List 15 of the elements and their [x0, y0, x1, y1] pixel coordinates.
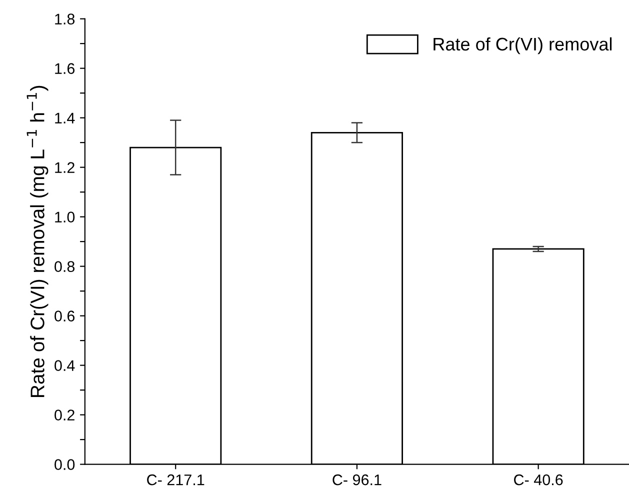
y-tick-label: 0.8	[54, 261, 75, 272]
y-tick-label: 1.4	[55, 112, 75, 124]
x-tick-label: C- 217.1	[147, 474, 204, 486]
y-tick-label: 1.2	[55, 162, 74, 173]
y-tick-label: 0.2	[54, 410, 74, 420]
y-tick-label: 0.4	[54, 360, 75, 371]
x-tick-label: C- 96.1	[332, 474, 382, 486]
y-tick-label: 1.6	[55, 63, 75, 74]
y-tick-label: 1.8	[55, 14, 75, 24]
x-tick-label: C- 40.6	[514, 474, 563, 486]
y-axis-title: Rate of Cr(VI) removal (mg L$^{−1}$ h$^{−1}$)	[26, 86, 48, 397]
y-tick-label: 1.0	[55, 212, 75, 222]
y-tick-label: 0.0	[54, 459, 75, 470]
legend-label: Rate of Cr(VI) removal	[434, 37, 612, 54]
y-tick-label: 0.6	[54, 310, 75, 322]
